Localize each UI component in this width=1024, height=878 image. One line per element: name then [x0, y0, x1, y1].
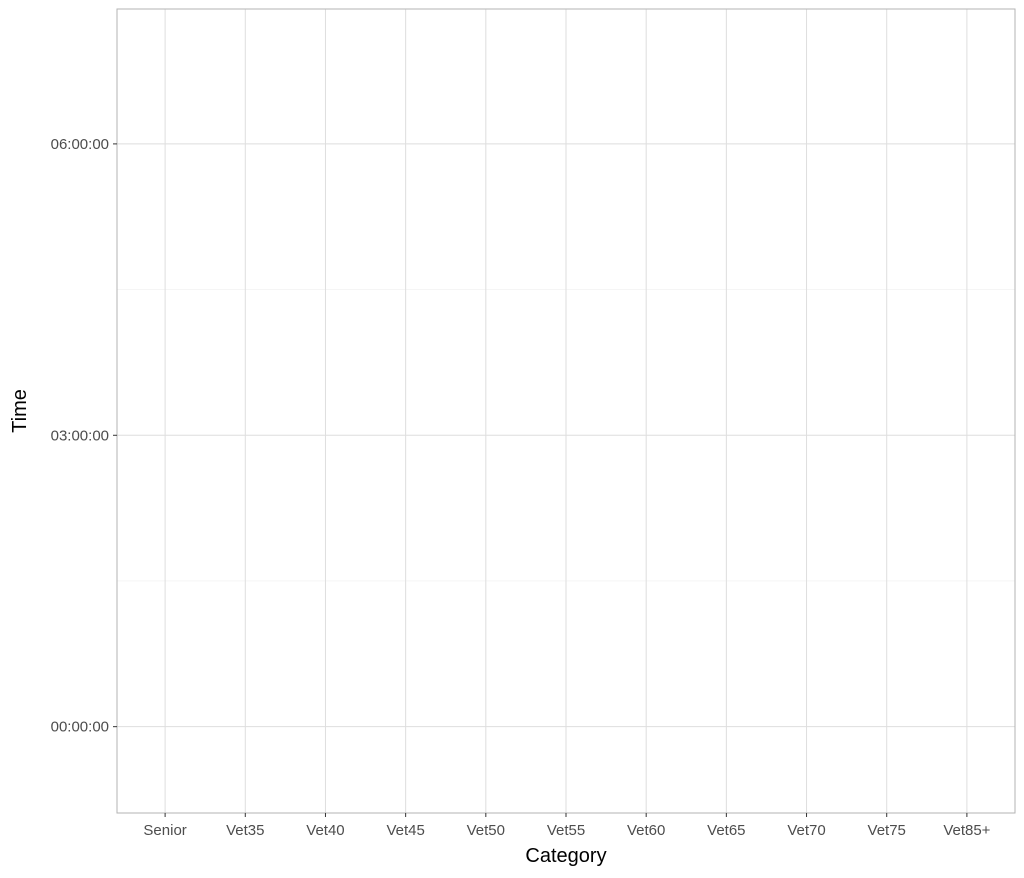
- x-axis-ticks: Senior Vet35 Vet40 Vet45 Vet50 Vet55 Vet60 Vet6…: [143, 813, 991, 839]
- x-tick-label: Senior: [143, 822, 186, 839]
- y-tick-label: 03:00:00: [51, 427, 109, 444]
- x-tick-label: Vet50: [467, 822, 505, 839]
- x-tick-label: Vet70: [787, 822, 825, 839]
- x-tick-label: Vet45: [386, 822, 424, 839]
- x-tick-label: Vet40: [306, 822, 344, 839]
- grid: [117, 9, 1015, 813]
- x-tick-label: Vet65: [707, 822, 745, 839]
- y-tick-label: 06:00:00: [51, 136, 109, 153]
- x-tick-label: Vet55: [547, 822, 585, 839]
- y-axis-title: Time: [9, 389, 31, 433]
- x-tick-label: Vet35: [226, 822, 264, 839]
- x-axis-title: Category: [525, 845, 606, 867]
- x-tick-label: Vet75: [868, 822, 906, 839]
- y-axis-ticks: 00:00:00 03:00:00 06:00:00: [51, 136, 117, 736]
- y-tick-label: 00:00:00: [51, 719, 109, 736]
- x-tick-label: Vet85+: [943, 822, 990, 839]
- x-tick-label: Vet60: [627, 822, 665, 839]
